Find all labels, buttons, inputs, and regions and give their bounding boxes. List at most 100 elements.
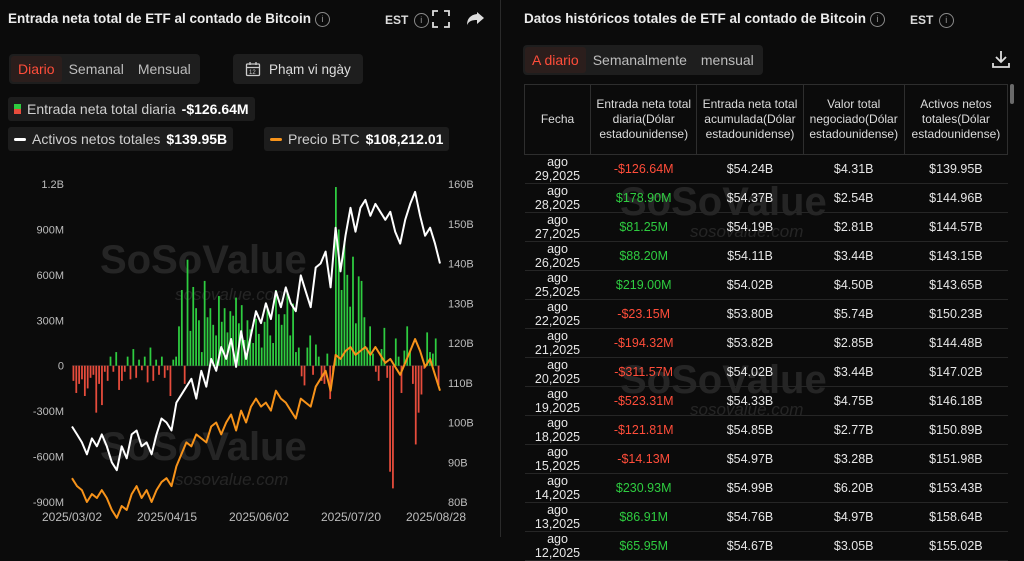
flow-bar: [115, 352, 118, 366]
flow-bar: [112, 365, 115, 372]
header-traded-value[interactable]: Valor total negociado(Dólar estadouniden…: [802, 84, 905, 155]
flow-bar: [434, 338, 437, 366]
table-header-row: Fecha Entrada neta total diaria(Dólar es…: [523, 84, 1009, 155]
header-daily-inflow[interactable]: Entrada neta total diaria(Dólar estadoun…: [590, 84, 698, 155]
date-range-button[interactable]: 12 Phạm vi ngày: [233, 54, 363, 84]
flow-bar: [315, 344, 317, 366]
flow-bar: [406, 326, 409, 366]
cell-cumulative-inflow: $54.76B: [696, 502, 804, 532]
flow-bar: [200, 352, 203, 366]
cell-cumulative-inflow: $54.11B: [696, 241, 804, 271]
cell-traded-value: $5.74B: [803, 299, 905, 329]
flow-bar: [160, 356, 163, 366]
table-row: ago 15,2025 -$14.13M $54.97B $3.28B $151.98B: [524, 444, 1008, 474]
flow-bar: [346, 274, 349, 366]
header-net-assets[interactable]: Activos netos totales(Dólar estadouniden…: [903, 84, 1009, 155]
table-row: ago 19,2025 -$523.31M $54.33B $4.75B $146.18…: [524, 386, 1008, 416]
tab-monthly[interactable]: Mensual: [137, 61, 191, 77]
flow-bar: [192, 286, 195, 366]
table-scrollbar[interactable]: [1010, 84, 1014, 104]
flow-bar: [189, 330, 192, 366]
flow-bar: [412, 365, 414, 384]
x-tick-label: 2025/06/02: [229, 510, 289, 524]
cell-net-assets: $139.95B: [904, 154, 1008, 184]
flow-bar: [303, 365, 306, 386]
cell-date: ago 19,2025: [524, 386, 591, 416]
flow-bar: [206, 317, 209, 366]
legend-flow-value: -$126.64M: [181, 101, 249, 117]
cell-date: ago 28,2025: [524, 183, 591, 213]
tab-daily[interactable]: A diario: [525, 47, 586, 73]
legend-flow-label: Entrada neta total diaria: [27, 101, 176, 117]
y-left-tick-label: 600M: [36, 270, 64, 282]
flow-bar: [360, 280, 363, 366]
info-icon[interactable]: i: [938, 13, 954, 29]
cell-net-assets: $153.43B: [904, 473, 1008, 503]
flow-bar: [280, 324, 283, 366]
flow-bar: [149, 347, 152, 366]
y-right-tick-label: 100B: [448, 418, 474, 430]
timezone-label: EST i: [385, 13, 429, 29]
table-row: ago 29,2025 -$126.64M $54.24B $4.31B $139.95…: [524, 154, 1008, 184]
cell-net-assets: $143.65B: [904, 270, 1008, 300]
flow-bar: [403, 350, 406, 366]
flow-bar: [369, 326, 371, 366]
x-tick-label: 2025/07/20: [321, 510, 381, 524]
flow-bar: [212, 324, 215, 366]
flow-bar: [215, 335, 217, 366]
header-date[interactable]: Fecha: [523, 84, 592, 155]
flow-bar: [152, 365, 155, 381]
flow-bar: [106, 365, 109, 381]
tab-daily[interactable]: Diario: [11, 56, 62, 82]
table-title: Datos históricos totales de ETF al conta…: [524, 11, 885, 27]
tab-weekly[interactable]: Semanal: [68, 61, 124, 77]
download-icon[interactable]: [990, 48, 1012, 70]
flow-bar: [75, 365, 78, 393]
flow-bar: [72, 365, 75, 381]
y-left-tick-label: -600M: [33, 452, 64, 464]
cell-daily-inflow: -$121.81M: [590, 415, 697, 445]
tab-monthly[interactable]: mensual: [700, 52, 754, 68]
flow-bar: [309, 335, 312, 366]
left-panel: Entrada neta total de ETF al contado de …: [0, 0, 494, 537]
history-table: Fecha Entrada neta total diaria(Dólar es…: [523, 84, 1009, 561]
flow-bar: [101, 365, 103, 406]
cell-date: ago 25,2025: [524, 270, 591, 300]
cell-daily-inflow: -$23.15M: [590, 299, 697, 329]
cell-date: ago 26,2025: [524, 241, 591, 271]
share-icon[interactable]: [464, 8, 486, 30]
table-period-tabs: A diario Semanalmente mensual: [523, 45, 763, 75]
flow-bar: [323, 365, 326, 384]
cell-daily-inflow: $219.00M: [590, 270, 697, 300]
cell-net-assets: $143.15B: [904, 241, 1008, 271]
y-left-tick-label: 1.2B: [41, 179, 64, 191]
cell-date: ago 18,2025: [524, 415, 591, 445]
info-icon[interactable]: i: [413, 13, 429, 29]
info-icon[interactable]: i: [314, 11, 330, 27]
x-tick-label: 2025/03/02: [42, 510, 102, 524]
flow-bar: [198, 320, 200, 366]
flow-bar: [203, 280, 206, 366]
cell-daily-inflow: -$126.64M: [590, 154, 697, 184]
cell-cumulative-inflow: $54.97B: [696, 444, 804, 474]
table-title-text: Datos históricos totales de ETF al conta…: [524, 11, 867, 26]
flow-bar: [163, 365, 166, 378]
cell-date: ago 13,2025: [524, 502, 591, 532]
flow-bar: [121, 365, 123, 381]
table-row: ago 22,2025 -$23.15M $53.80B $5.74B $150.23B: [524, 299, 1008, 329]
header-cumulative-inflow[interactable]: Entrada neta total acumulada(Dólar estad…: [696, 84, 804, 155]
y-left-tick-label: 300M: [36, 315, 64, 327]
fullscreen-icon[interactable]: [430, 8, 452, 30]
tab-weekly[interactable]: Semanalmente: [592, 52, 687, 68]
flow-bar: [178, 326, 180, 366]
flow-bar: [372, 353, 374, 366]
bar-swatch-icon: [14, 104, 21, 114]
info-icon[interactable]: i: [869, 11, 885, 27]
line-swatch-icon: [14, 137, 26, 141]
flow-bar: [326, 353, 329, 366]
flow-bar: [138, 359, 140, 366]
flow-bar: [366, 347, 369, 366]
y-right-tick-label: 80B: [448, 497, 468, 509]
flow-bar: [220, 321, 223, 366]
flow-chart[interactable]: 1.2B 900M 600M 300M 0 -300M -600M -900M 160B 150B…: [0, 0, 494, 537]
